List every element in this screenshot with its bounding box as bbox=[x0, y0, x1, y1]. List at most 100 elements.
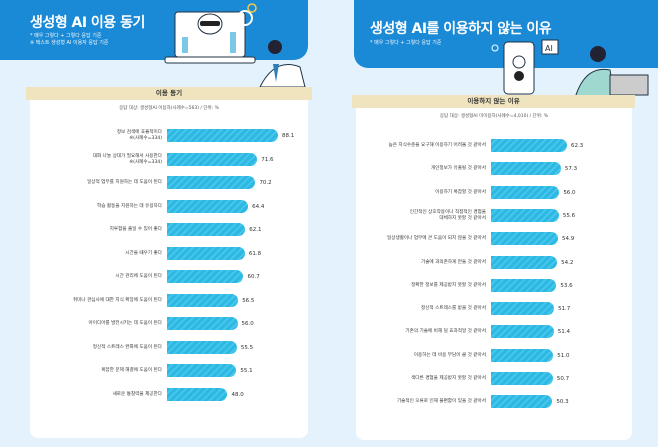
bar bbox=[167, 270, 244, 283]
left-row: 정신적 스트레스 완화에 도움이 된다 55.5 bbox=[30, 340, 308, 355]
bar bbox=[167, 152, 258, 166]
bar-label: 일상생활이나 업무에 큰 도움이 되지 않을 것 같아서 bbox=[387, 236, 486, 242]
right-row: 정확한 정보를 제공받지 못할 것 같아서 53.6 bbox=[356, 278, 632, 293]
right-row: 일상생활이나 업무에 큰 도움이 되지 않을 것 같아서 54.9 bbox=[356, 232, 632, 246]
right-row: 색다른 경험을 제공받지 못할 것 같아서 50.7 bbox=[356, 372, 632, 386]
bar-value: 56.0 bbox=[563, 189, 576, 196]
bar-label: 정보 검색에 효율적이다 ※(사례수=334) bbox=[116, 130, 162, 141]
bar-value: 50.7 bbox=[556, 376, 570, 382]
bar-label: 이용하는 데 비용 부담이 클 것 같아서 bbox=[413, 352, 486, 358]
left-row: 새로운 통찰력을 제공한다 48.0 bbox=[30, 387, 308, 402]
bar-label: 정확한 정보를 제공받지 못할 것 같아서 bbox=[411, 282, 486, 288]
left-row: 시간을 때우기 좋다 61.8 bbox=[30, 246, 308, 261]
left-row: 학습 활동을 지원하는 데 유용하다 64.4 bbox=[30, 199, 308, 214]
bar-label: 대화 나눌 상대가 필요해서 사용한다 ※(사례수=334) bbox=[92, 153, 162, 165]
ai-badge: AI bbox=[545, 44, 553, 53]
right-row: 높은 지식수준을 요구해 이용하기 어려울 것 같아서 62.3 bbox=[356, 139, 632, 153]
bar-value: 50.3 bbox=[556, 399, 569, 406]
bar-label: 정신적 스트레스를 받을 것 같아서 bbox=[420, 306, 486, 312]
right-title: 생성형 AI를 이용하지 않는 이유 bbox=[370, 21, 552, 37]
left-row: 취미나 관심사에 대한 지식 확장에 도움이 된다 56.5 bbox=[30, 293, 308, 308]
bar bbox=[491, 302, 555, 316]
bar bbox=[167, 364, 237, 377]
bar-value: 56.5 bbox=[242, 297, 255, 304]
bar-label: 정신적 스트레스 완화에 도움이 된다 bbox=[92, 344, 162, 350]
bar-label: 취미나 관심사에 대한 지식 확장에 도움이 된다 bbox=[72, 297, 162, 303]
bar bbox=[491, 395, 553, 409]
bar-value: 64.4 bbox=[252, 203, 265, 210]
bar bbox=[167, 176, 256, 189]
bar bbox=[167, 246, 245, 260]
bar-label: 색다른 경험을 제공받지 못할 것 같아서 bbox=[411, 376, 486, 381]
robot-laptop-illustration bbox=[164, 3, 306, 87]
right-note-1: * 매우 그렇다 + 그렇다 응답 기준 bbox=[370, 40, 442, 46]
bar-value: 54.2 bbox=[561, 259, 574, 266]
right-chart-card: 응답 대상: 생성형AI 미이용자(사례수=4,010) / 단위: % 높은 … bbox=[356, 108, 632, 440]
bar-label: 이용하기 복잡할 것 같아서 bbox=[435, 189, 486, 195]
bar bbox=[491, 278, 557, 292]
left-row: 정보 검색에 효율적이다 ※(사례수=334) 88.1 bbox=[30, 129, 308, 143]
bar-value: 51.7 bbox=[558, 306, 571, 313]
bar-value: 54.9 bbox=[561, 236, 575, 243]
bar bbox=[491, 139, 567, 152]
bar-label: 기술적인 오류로 인해 불편함이 있을 것 같아서 bbox=[396, 399, 486, 405]
bar-value: 62.3 bbox=[571, 143, 584, 149]
left-title: 생성형 AI 이용 동기 bbox=[30, 15, 145, 31]
bar bbox=[491, 348, 554, 362]
bar bbox=[167, 293, 239, 307]
right-row: 이용하기 복잡할 것 같아서 56.0 bbox=[356, 185, 632, 200]
bar bbox=[491, 372, 553, 385]
right-row: 개인정보가 유출될 것 같아서 57.3 bbox=[356, 162, 632, 176]
left-note-2: ※ 텍스트 생성형 AI 이용자 응답 기준 bbox=[30, 40, 109, 46]
bar bbox=[167, 129, 278, 142]
bar-label: 높은 지식수준을 요구해 이용하기 어려울 것 같아서 bbox=[388, 143, 486, 148]
bar-label: 학습 활동을 지원하는 데 유용하다 bbox=[96, 203, 162, 209]
right-row: 기술에 과의존하게 만들 것 같아서 54.2 bbox=[356, 255, 632, 270]
bar-value: 56.0 bbox=[241, 321, 254, 327]
bar bbox=[167, 223, 246, 236]
person-phone-illustration: AI bbox=[491, 39, 649, 99]
bar-value: 55.5 bbox=[240, 344, 254, 351]
bar-value: 60.7 bbox=[247, 274, 260, 280]
right-row: 이용하는 데 비용 부담이 클 것 같아서 51.0 bbox=[356, 348, 632, 363]
bar-label: 시간을 때우기 좋다 bbox=[125, 250, 162, 256]
left-row: 복잡한 문제 해결에 도움이 된다 55.1 bbox=[30, 364, 308, 378]
bar bbox=[491, 162, 561, 176]
bar-value: 62.1 bbox=[249, 227, 262, 233]
bar-label: 새로운 통찰력을 제공한다 bbox=[112, 391, 162, 397]
left-row: 시간 관리에 도움이 된다 60.7 bbox=[30, 270, 308, 284]
bar bbox=[167, 387, 228, 401]
right-band: 이용하지 않는 이유 bbox=[352, 95, 635, 108]
left-row: 대화 나눌 상대가 필요해서 사용한다 ※(사례수=334) 71.6 bbox=[30, 152, 308, 167]
bar bbox=[491, 232, 558, 246]
bar-value: 51.4 bbox=[557, 329, 570, 336]
bar-value: 53.6 bbox=[560, 282, 573, 289]
left-row: 아이디어를 발전시키는 데 도움이 된다 56.0 bbox=[30, 317, 308, 331]
bar-label: 개인정보가 유출될 것 같아서 bbox=[430, 166, 486, 172]
left-row: 일상적 업무를 지원하는 데 도움이 된다 70.2 bbox=[30, 176, 308, 190]
bar-value: 55.6 bbox=[562, 212, 576, 219]
bar-label: 아이디어를 발전시키는 데 도움이 된다 bbox=[88, 321, 162, 326]
left-meta: 응답 대상: 생성형AI 이용자(사례수=563) / 단위: % bbox=[119, 106, 219, 111]
left-band: 이용 동기 bbox=[26, 87, 312, 100]
bar-label: 지루함을 줄일 수 있어 좋다 bbox=[109, 227, 162, 232]
bar-value: 61.8 bbox=[248, 250, 262, 257]
bar-label: 기존의 기술에 비해 덜 효과적일 것 같아서 bbox=[405, 329, 486, 335]
left-row: 지루함을 줄일 수 있어 좋다 62.1 bbox=[30, 223, 308, 237]
bar bbox=[167, 199, 249, 213]
bar bbox=[491, 255, 558, 269]
right-meta: 응답 대상: 생성형AI 미이용자(사례수=4,010) / 단위: % bbox=[439, 114, 549, 119]
bar-label: 기술에 과의존하게 만들 것 같아서 bbox=[420, 259, 486, 265]
bar-label: 인간적인 상호작용이나 직접적인 경험을 대체하지 못할 것 같아서 bbox=[409, 209, 486, 221]
bar-value: 55.1 bbox=[240, 368, 253, 374]
bar bbox=[167, 317, 238, 330]
bar bbox=[491, 325, 554, 339]
bar-value: 51.0 bbox=[557, 352, 570, 359]
left-header: 생성형 AI 이용 동기 * 매우 그렇다 + 그렇다 응답 기준 ※ 텍스트 … bbox=[0, 0, 308, 60]
bar-label: 일상적 업무를 지원하는 데 도움이 된다 bbox=[87, 180, 162, 185]
left-note-1: * 매우 그렇다 + 그렇다 응답 기준 bbox=[30, 33, 102, 39]
bar bbox=[491, 208, 559, 222]
bar-value: 48.0 bbox=[231, 391, 244, 398]
right-row: 기존의 기술에 비해 덜 효과적일 것 같아서 51.4 bbox=[356, 325, 632, 339]
bar bbox=[491, 185, 560, 199]
